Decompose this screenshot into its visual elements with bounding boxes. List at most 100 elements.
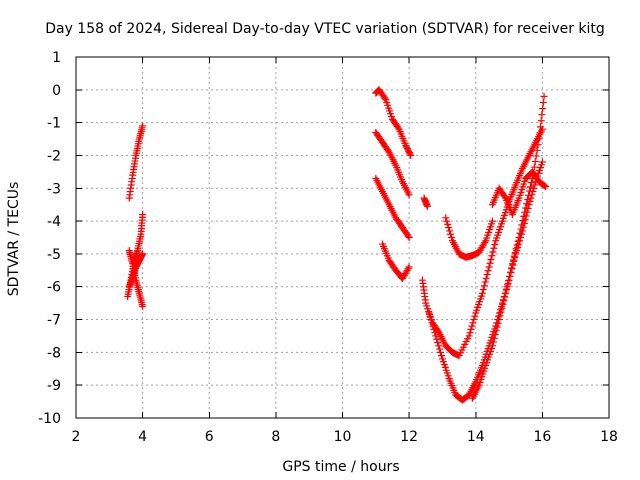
data-point bbox=[139, 122, 147, 130]
data-point bbox=[536, 123, 544, 131]
data-point bbox=[508, 260, 516, 268]
data-point bbox=[406, 150, 414, 158]
series-arc-F bbox=[372, 128, 413, 199]
y-tick-label: -4 bbox=[47, 214, 61, 230]
data-point bbox=[404, 232, 412, 240]
data-point bbox=[429, 322, 437, 330]
data-point bbox=[447, 230, 455, 238]
data-point bbox=[526, 183, 534, 191]
data-point bbox=[490, 334, 498, 342]
data-point bbox=[520, 212, 528, 220]
data-point bbox=[517, 225, 525, 233]
data-point bbox=[530, 163, 538, 171]
data-point bbox=[488, 217, 496, 225]
data-point bbox=[509, 256, 517, 264]
data-point bbox=[538, 111, 546, 119]
data-point bbox=[432, 332, 440, 340]
series-arc-L bbox=[468, 92, 548, 402]
data-point bbox=[482, 274, 490, 282]
data-point bbox=[480, 282, 488, 290]
data-point bbox=[470, 316, 478, 324]
x-tick-label: 4 bbox=[138, 429, 147, 445]
data-point bbox=[430, 325, 438, 333]
x-tick-label: 8 bbox=[271, 429, 280, 445]
y-tick-label: -2 bbox=[47, 148, 61, 164]
data-point bbox=[466, 329, 474, 337]
data-points bbox=[124, 86, 550, 404]
y-tick-label: -7 bbox=[47, 313, 61, 329]
series-arc-H bbox=[378, 240, 413, 283]
data-point bbox=[423, 202, 431, 210]
series-arc-N bbox=[488, 168, 550, 219]
data-point bbox=[530, 184, 538, 192]
data-point bbox=[483, 271, 491, 279]
series-arc-D bbox=[125, 250, 147, 291]
series-arc-I bbox=[420, 194, 431, 210]
chart-title: Day 158 of 2024, Sidereal Day-to-day VTE… bbox=[45, 21, 605, 37]
data-point bbox=[505, 277, 513, 285]
data-point bbox=[502, 289, 510, 297]
data-point bbox=[522, 204, 530, 212]
data-point bbox=[524, 196, 532, 204]
data-point bbox=[534, 141, 542, 149]
data-point bbox=[445, 224, 453, 232]
x-tick-label: 10 bbox=[334, 429, 352, 445]
data-point bbox=[431, 329, 439, 337]
data-point bbox=[525, 191, 533, 199]
data-point bbox=[506, 268, 514, 276]
y-tick-label: -3 bbox=[47, 181, 61, 197]
data-point bbox=[433, 335, 441, 343]
data-point bbox=[407, 151, 415, 159]
data-point bbox=[497, 308, 505, 316]
data-point bbox=[523, 200, 531, 208]
data-point bbox=[501, 293, 509, 301]
data-point bbox=[511, 249, 519, 257]
data-point bbox=[471, 312, 479, 320]
data-point bbox=[444, 220, 452, 228]
y-tick-label: 0 bbox=[52, 83, 61, 99]
data-point bbox=[536, 129, 544, 137]
data-point bbox=[139, 211, 147, 219]
data-point bbox=[495, 316, 503, 324]
data-point bbox=[484, 267, 492, 275]
x-axis-label: GPS time / hours bbox=[282, 459, 399, 475]
y-tick-label: -1 bbox=[47, 116, 61, 132]
y-tick-label: -5 bbox=[47, 247, 61, 263]
data-point bbox=[427, 316, 435, 324]
series-arc-M bbox=[442, 214, 496, 261]
data-point bbox=[526, 187, 534, 195]
data-point bbox=[542, 183, 550, 191]
data-point bbox=[513, 241, 521, 249]
data-point bbox=[446, 227, 454, 235]
data-point bbox=[435, 342, 443, 350]
data-point bbox=[493, 323, 501, 331]
data-point bbox=[139, 302, 147, 310]
y-axis-label: SDTVAR / TECUs bbox=[6, 182, 22, 297]
data-point bbox=[498, 304, 506, 312]
data-point bbox=[515, 234, 523, 241]
data-point bbox=[486, 259, 494, 267]
data-point bbox=[507, 264, 515, 272]
data-point bbox=[494, 319, 502, 327]
data-point bbox=[489, 248, 497, 256]
data-point bbox=[491, 241, 499, 249]
data-point bbox=[404, 265, 412, 273]
x-tick-label: 16 bbox=[533, 429, 551, 445]
data-point bbox=[491, 331, 499, 339]
data-point bbox=[405, 234, 413, 241]
x-tick-label: 14 bbox=[467, 429, 485, 445]
data-point bbox=[485, 263, 493, 271]
data-point bbox=[531, 158, 539, 166]
data-point bbox=[488, 342, 496, 350]
data-point bbox=[139, 250, 147, 258]
data-point bbox=[381, 94, 389, 102]
y-tick-label: -8 bbox=[47, 345, 61, 361]
data-point bbox=[405, 191, 413, 199]
x-tick-label: 18 bbox=[600, 429, 618, 445]
data-point bbox=[537, 117, 545, 125]
data-point bbox=[489, 338, 497, 346]
data-point bbox=[506, 272, 514, 280]
data-point bbox=[519, 217, 527, 225]
data-point bbox=[516, 229, 524, 237]
